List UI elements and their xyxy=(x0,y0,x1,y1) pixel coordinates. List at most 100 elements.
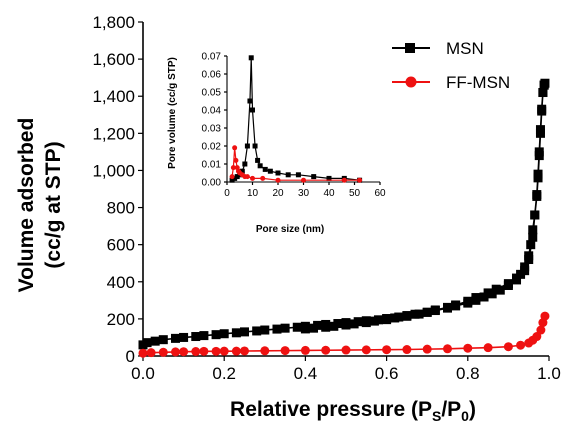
inset-x-axis-title: Pore size (nm) xyxy=(256,224,324,235)
main-point-msn xyxy=(329,321,339,331)
inset-point-ff-msn xyxy=(301,177,306,183)
inset-series-group xyxy=(229,55,363,183)
main-point-msn xyxy=(361,318,371,328)
main-y-tick-label: 800 xyxy=(107,199,135,218)
main-point-msn xyxy=(390,313,400,323)
inset-point-msn xyxy=(234,174,240,180)
inset-point-ff-msn xyxy=(275,177,281,183)
inset-background xyxy=(160,30,390,235)
inset-y-tick-label: 0.00 xyxy=(202,178,222,189)
y-axis-title-line1: Volume adsorbed xyxy=(15,118,38,293)
main-point-msn xyxy=(410,309,420,319)
main-x-tick-label: 0.4 xyxy=(294,364,318,383)
main-point-ff-msn xyxy=(280,346,290,356)
inset-point-msn xyxy=(229,177,235,183)
main-point-msn xyxy=(528,225,538,235)
inset-point-msn xyxy=(247,98,253,104)
main-point-ff-msn xyxy=(146,348,156,358)
legend-marker-msn xyxy=(405,43,415,53)
main-x-tick-label: 0.0 xyxy=(131,364,155,383)
main-point-msn xyxy=(539,80,549,90)
inset-x-tick-label: 10 xyxy=(247,188,259,199)
inset-point-msn xyxy=(232,175,238,181)
inset-y-tick-label: 0.04 xyxy=(202,106,222,117)
main-point-ff-msn xyxy=(536,325,546,335)
main-point-msn xyxy=(512,273,522,283)
main-point-msn xyxy=(443,302,452,312)
main-point-msn xyxy=(260,325,270,335)
main-point-msn xyxy=(369,316,379,326)
inset-point-msn xyxy=(262,166,268,172)
main-point-msn xyxy=(422,307,432,317)
main-point-msn xyxy=(142,338,152,348)
main-point-msn xyxy=(158,335,168,345)
main-y-tick-label: 1,800 xyxy=(92,13,135,32)
main-point-msn xyxy=(451,300,461,310)
main-point-ff-msn xyxy=(503,342,513,352)
inset-point-msn xyxy=(275,170,281,176)
main-point-msn xyxy=(533,169,543,179)
main-point-ff-msn xyxy=(170,347,180,357)
main-point-msn xyxy=(280,323,290,333)
inset-point-msn xyxy=(267,168,273,174)
inset-point-msn xyxy=(242,161,248,167)
main-point-msn xyxy=(341,320,351,330)
inset-x-tick-label: 50 xyxy=(349,188,361,199)
inset-point-msn xyxy=(326,175,332,181)
main-point-ff-msn xyxy=(260,346,270,356)
inset-x-tick-label: 20 xyxy=(272,188,284,199)
inset-y-tick-label: 0.02 xyxy=(202,142,222,153)
inset-x-tick-label: 40 xyxy=(323,188,335,199)
inset-y-axis-title: Pore volume (cc/g STP) xyxy=(167,57,178,169)
main-point-ff-msn xyxy=(540,311,550,321)
main-point-msn xyxy=(402,311,412,321)
inset-point-ff-msn xyxy=(250,175,255,181)
main-point-msn xyxy=(530,210,540,220)
inset-point-ff-msn xyxy=(233,157,239,163)
inset-point-ff-msn xyxy=(230,165,236,171)
main-point-ff-msn xyxy=(211,346,221,356)
main-point-ff-msn xyxy=(422,344,432,354)
main-y-tick-label: 200 xyxy=(107,310,135,329)
inset-point-ff-msn xyxy=(229,174,235,180)
inset-point-msn xyxy=(255,157,261,163)
main-point-ff-msn xyxy=(158,347,168,357)
main-y-tick-label: 400 xyxy=(107,273,135,292)
main-point-ff-msn xyxy=(516,340,526,350)
main-y-tick-label: 1,000 xyxy=(92,161,135,180)
inset-y-tick-label: 0.07 xyxy=(202,52,222,63)
inset-y-tick-label: 0.06 xyxy=(202,70,222,81)
main-series-group xyxy=(138,78,550,358)
main-point-ff-msn xyxy=(138,348,148,358)
inset-x-tick-label: 60 xyxy=(374,188,386,199)
main-point-ff-msn xyxy=(483,343,493,353)
legend: MSN FF-MSN xyxy=(392,39,510,92)
inset-y-tick-label: 0.01 xyxy=(202,160,222,171)
main-point-msn xyxy=(535,125,545,135)
main-point-msn xyxy=(170,333,180,343)
inset-point-msn xyxy=(257,163,263,169)
inset-y-tick-label: 0.05 xyxy=(202,88,222,99)
inset-point-ff-msn xyxy=(357,177,363,183)
main-y-tick-label: 1,400 xyxy=(92,87,135,106)
main-point-ff-msn xyxy=(231,346,241,356)
main-point-msn xyxy=(150,336,160,346)
main-point-msn xyxy=(191,332,201,342)
main-point-ff-msn xyxy=(402,345,412,355)
inset-point-msn xyxy=(285,172,291,178)
main-point-ff-msn xyxy=(219,346,229,356)
main-x-tick-label: 0.2 xyxy=(212,364,236,383)
main-point-msn xyxy=(349,319,359,329)
inset-axes: 0 10 20 30 40 50 60 0.00 0.01 0.02 0.03 0.04 0.05 0.0… xyxy=(202,52,386,200)
main-point-ff-msn xyxy=(361,345,371,355)
inset-point-ff-msn xyxy=(244,174,250,180)
inset-point-ff-msn xyxy=(232,145,238,151)
main-x-tick-label: 0.6 xyxy=(375,364,399,383)
x-axis-title: Relative pressure (PS/P0) xyxy=(230,398,476,422)
inset-x-tick-label: 0 xyxy=(224,188,230,199)
inset-point-msn xyxy=(239,168,245,174)
main-point-ff-msn xyxy=(179,347,189,357)
main-point-msn xyxy=(538,88,548,98)
main-point-msn xyxy=(524,255,534,265)
main-point-ff-msn xyxy=(382,345,392,355)
